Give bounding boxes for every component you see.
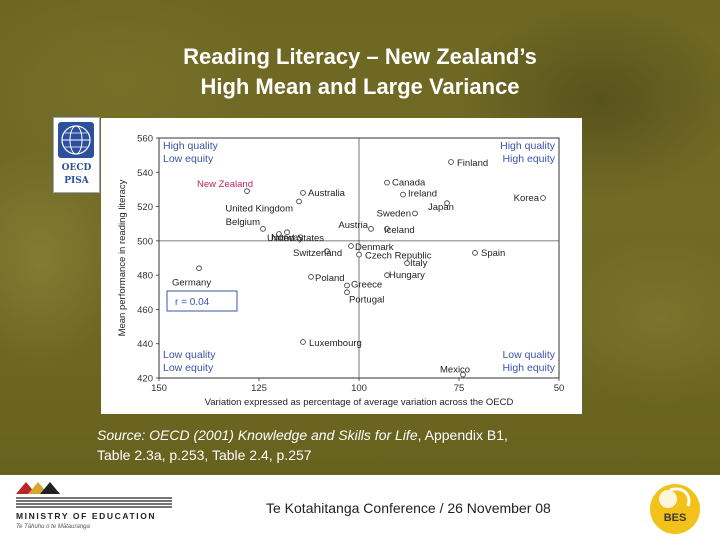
data-point — [196, 265, 202, 272]
data-point — [460, 371, 466, 378]
point-label: Italy — [410, 258, 428, 269]
y-axis-label: Mean performance in reading literacy — [117, 179, 128, 336]
data-point — [308, 274, 314, 280]
ministry-subtitle: Te Tāhuhu o te Mātauranga — [16, 524, 90, 530]
point-label: Korea — [514, 193, 540, 204]
quadrant-label: Low equity — [163, 362, 214, 374]
data-point — [384, 226, 390, 232]
data-point — [384, 179, 390, 186]
data-point — [276, 231, 282, 237]
point-label: Hungary — [389, 270, 425, 281]
point-label: Switzerland — [293, 248, 342, 259]
point-label: Ireland — [408, 189, 437, 200]
y-tick-label: 420 — [137, 374, 153, 385]
point-label: Portugal — [349, 294, 384, 305]
x-tick-label: 75 — [454, 383, 465, 394]
ministry-logo — [14, 480, 174, 536]
data-point — [260, 226, 266, 232]
point-label: Norway — [271, 232, 303, 243]
data-point — [444, 200, 450, 206]
koru-stripes-icon — [16, 482, 172, 508]
source-title: OECD (2001) Knowledge and Skills for Lif… — [149, 427, 418, 443]
data-point — [344, 282, 350, 289]
data-point — [384, 272, 390, 278]
point-label: Belgium — [226, 217, 260, 228]
source-rest: , Appendix B1, — [417, 427, 508, 443]
point-label: Sweden — [377, 208, 411, 219]
point-label: Germany — [172, 277, 211, 288]
point-label: Mexico — [440, 365, 470, 376]
point-label: Denmark — [355, 242, 394, 253]
quadrant-label: High equity — [502, 153, 555, 165]
slide-title: Reading Literacy – New Zealand’s High Me… — [100, 42, 620, 102]
globe-icon — [58, 122, 94, 158]
data-point — [540, 195, 546, 201]
point-label: Greece — [351, 279, 382, 290]
data-point — [356, 251, 362, 258]
y-tick-label: 480 — [137, 271, 153, 282]
x-tick-label: 125 — [251, 383, 267, 394]
title-line-2: High Mean and Large Variance — [200, 74, 520, 99]
x-axis-label: Variation expressed as percentage of ave… — [205, 397, 514, 408]
quadrant-label: High quality — [163, 140, 219, 152]
point-label: Austria — [338, 220, 368, 231]
bes-logo: BES — [650, 484, 700, 534]
data-point — [412, 210, 418, 217]
conference-footer-text: Te Kotahitanga Conference / 26 November … — [266, 500, 551, 516]
data-point — [300, 190, 306, 196]
point-label: Australia — [308, 188, 346, 199]
point-label: United States — [267, 233, 324, 244]
correlation-box — [166, 290, 238, 312]
x-tick-label: 150 — [151, 383, 167, 394]
data-point — [404, 260, 410, 266]
quadrant-label: High equity — [502, 362, 555, 374]
point-label: New Zealand — [197, 179, 253, 190]
bes-logo-text: BES — [664, 512, 687, 524]
correlation-label: r = 0.04 — [175, 297, 210, 308]
title-line-1: Reading Literacy – New Zealand’s — [183, 44, 537, 69]
quadrant-label: Low quality — [502, 349, 555, 361]
y-tick-label: 560 — [137, 134, 153, 145]
ministry-name: MINISTRY OF EDUCATION — [16, 511, 157, 521]
data-point — [300, 339, 306, 345]
point-label: United Kingdom — [225, 203, 293, 214]
data-point — [344, 289, 350, 296]
oecd-pisa-logo: OECD PISA — [53, 117, 100, 193]
y-tick-label: 500 — [137, 236, 153, 247]
quadrant-label: High quality — [500, 140, 556, 152]
point-label: Iceland — [384, 225, 415, 236]
y-tick-label: 440 — [137, 339, 153, 350]
source-citation: Source: OECD (2001) Knowledge and Skills… — [97, 425, 617, 465]
data-point — [296, 198, 302, 205]
data-point — [368, 226, 374, 232]
y-tick-label: 460 — [137, 305, 153, 316]
data-point — [348, 243, 354, 249]
source-line-2: Table 2.3a, p.253, Table 2.4, p.257 — [97, 447, 312, 463]
y-tick-label: 520 — [137, 202, 153, 213]
x-tick-label: 50 — [554, 383, 565, 394]
quadrant-label: Low quality — [163, 349, 216, 361]
data-point — [448, 159, 454, 165]
scatter-chart: 420 440 460 480 500 520 540 560 150 125 100 75 50 Var… — [117, 134, 565, 409]
data-point — [400, 191, 406, 198]
data-point — [324, 248, 330, 254]
data-point — [244, 188, 250, 194]
quadrant-label: Low equity — [163, 153, 214, 165]
point-label: Czech Republic — [365, 251, 432, 262]
point-label: Finland — [457, 158, 488, 169]
chart-panel: 420 440 460 480 500 520 540 560 150 125 100 75 50 Var… — [101, 118, 582, 414]
point-label: Luxembourg — [309, 338, 362, 349]
point-label: Japan — [428, 202, 454, 213]
x-tick-label: 100 — [351, 383, 367, 394]
point-label: Poland — [315, 273, 345, 284]
pisa-logo-text: PISA — [64, 176, 89, 186]
point-label: Canada — [392, 178, 426, 189]
source-prefix: Source: — [97, 427, 150, 443]
y-tick-label: 540 — [137, 168, 153, 179]
oecd-logo-text: OECD — [61, 163, 92, 173]
point-label: Spain — [481, 248, 505, 259]
data-point — [284, 229, 290, 236]
data-point — [472, 250, 478, 256]
